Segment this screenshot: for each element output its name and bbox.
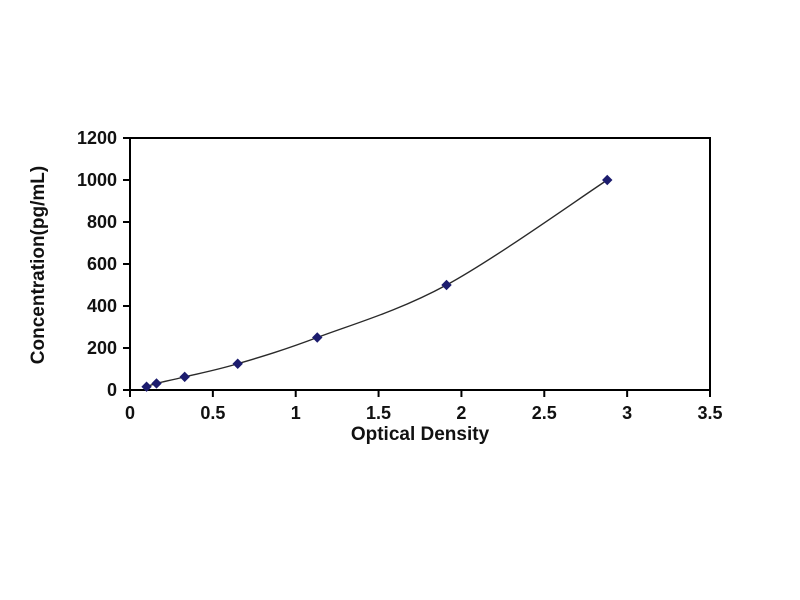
x-tick-label: 2 bbox=[456, 403, 466, 423]
data-point-marker bbox=[151, 378, 162, 389]
x-tick-label: 3 bbox=[622, 403, 632, 423]
data-point-marker bbox=[179, 371, 190, 383]
y-axis-title: Concentration(pg/mL) bbox=[28, 165, 49, 365]
y-tick-label: 200 bbox=[87, 338, 117, 358]
x-tick-label: 3.5 bbox=[697, 403, 722, 423]
data-point-marker bbox=[312, 332, 323, 343]
data-point-marker bbox=[232, 358, 243, 369]
data-point-marker bbox=[141, 381, 152, 392]
data-point-marker bbox=[441, 279, 452, 291]
y-tick-label: 0 bbox=[107, 380, 117, 400]
x-tick-label: 0 bbox=[125, 403, 135, 423]
x-tick-label: 1.5 bbox=[366, 403, 391, 423]
x-tick-label: 0.5 bbox=[200, 403, 225, 423]
x-tick-label: 2.5 bbox=[532, 403, 557, 423]
x-tick-label: 1 bbox=[291, 403, 301, 423]
y-tick-label: 600 bbox=[87, 254, 117, 274]
y-tick-label: 1000 bbox=[77, 170, 117, 190]
data-point-marker bbox=[602, 174, 613, 186]
y-tick-label: 1200 bbox=[77, 128, 117, 148]
y-tick-label: 800 bbox=[87, 212, 117, 232]
x-axis-title: Optical Density bbox=[350, 424, 490, 445]
plot-border bbox=[129, 137, 711, 391]
series-line bbox=[146, 179, 608, 388]
y-tick-label: 400 bbox=[87, 296, 117, 316]
